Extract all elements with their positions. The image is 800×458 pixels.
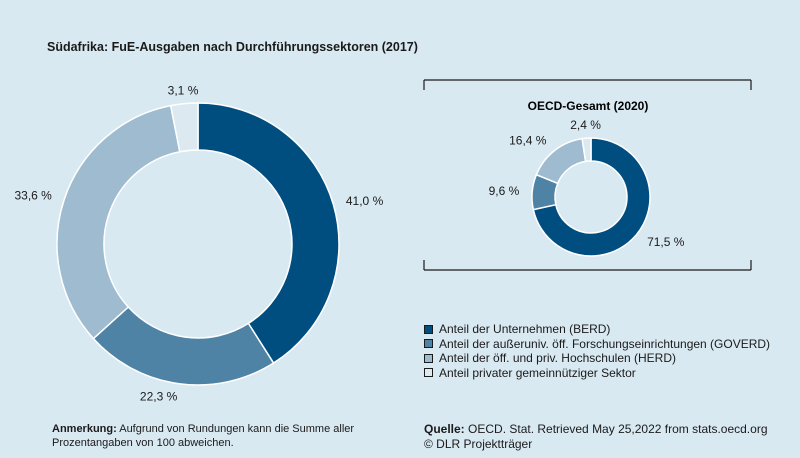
note-text: Aufgrund von Rundungen kann die Summe al… [52, 423, 355, 449]
slice-label: 71,5 % [647, 235, 685, 249]
legend-item: Anteil privater gemeinnütziger Sektor [424, 366, 770, 381]
slice-label: 16,4 % [509, 133, 547, 147]
slice-label: 2,4 % [570, 118, 601, 132]
slice-label: 22,3 % [140, 390, 178, 404]
legend-label: Anteil privater gemeinnütziger Sektor [439, 365, 636, 380]
legend-swatch [424, 324, 433, 334]
slice-label: 41,0 % [346, 194, 384, 208]
slice-label: 3,1 % [168, 84, 199, 98]
source-label: Quelle: [424, 422, 465, 436]
legend-label: Anteil der öff. und priv. Hochschulen (H… [439, 351, 676, 366]
donut-slice [169, 102, 199, 153]
legend-label: Anteil der außeruniv. öff. Forschungsein… [439, 336, 771, 351]
legend-label: Anteil der Unternehmen (BERD) [439, 322, 611, 337]
slice-label: 9,6 % [489, 184, 520, 198]
legend-swatch [424, 368, 433, 378]
oecd-bracket-frame [423, 79, 752, 271]
donut-slice [532, 137, 651, 257]
note-label: Anmerkung: [52, 423, 117, 435]
chart-title: Südafrika: FuE-Ausgaben nach Durchführun… [47, 40, 418, 54]
donut-slice [581, 137, 592, 163]
legend-item: Anteil der Unternehmen (BERD) [424, 322, 770, 337]
slice-label: 33,6 % [14, 188, 52, 202]
donut-slice [92, 305, 275, 386]
legend-item: Anteil der öff. und priv. Hochschulen (H… [424, 351, 770, 366]
source-text: OECD. Stat. Retrieved May 25,2022 from s… [464, 422, 768, 436]
legend-swatch [424, 353, 433, 363]
footnote: Anmerkung: Aufgrund von Rundungen kann d… [52, 422, 382, 450]
donut-slice [56, 104, 181, 340]
legend-item: Anteil der außeruniv. öff. Forschungsein… [424, 337, 770, 352]
source-note: Quelle: OECD. Stat. Retrieved May 25,202… [424, 422, 784, 452]
donut-slice [197, 102, 340, 365]
legend: Anteil der Unternehmen (BERD) Anteil der… [424, 322, 770, 380]
source-credit: © DLR Projektträger [424, 437, 533, 451]
donut-south-africa: 41,0 % 22,3 % 33,6 % 3,1 % [14, 84, 383, 404]
donut-oecd: 71,5 % 9,6 % 16,4 % 2,4 % [489, 118, 685, 257]
oecd-title: OECD-Gesamt (2020) [528, 99, 649, 113]
legend-swatch [424, 339, 433, 349]
